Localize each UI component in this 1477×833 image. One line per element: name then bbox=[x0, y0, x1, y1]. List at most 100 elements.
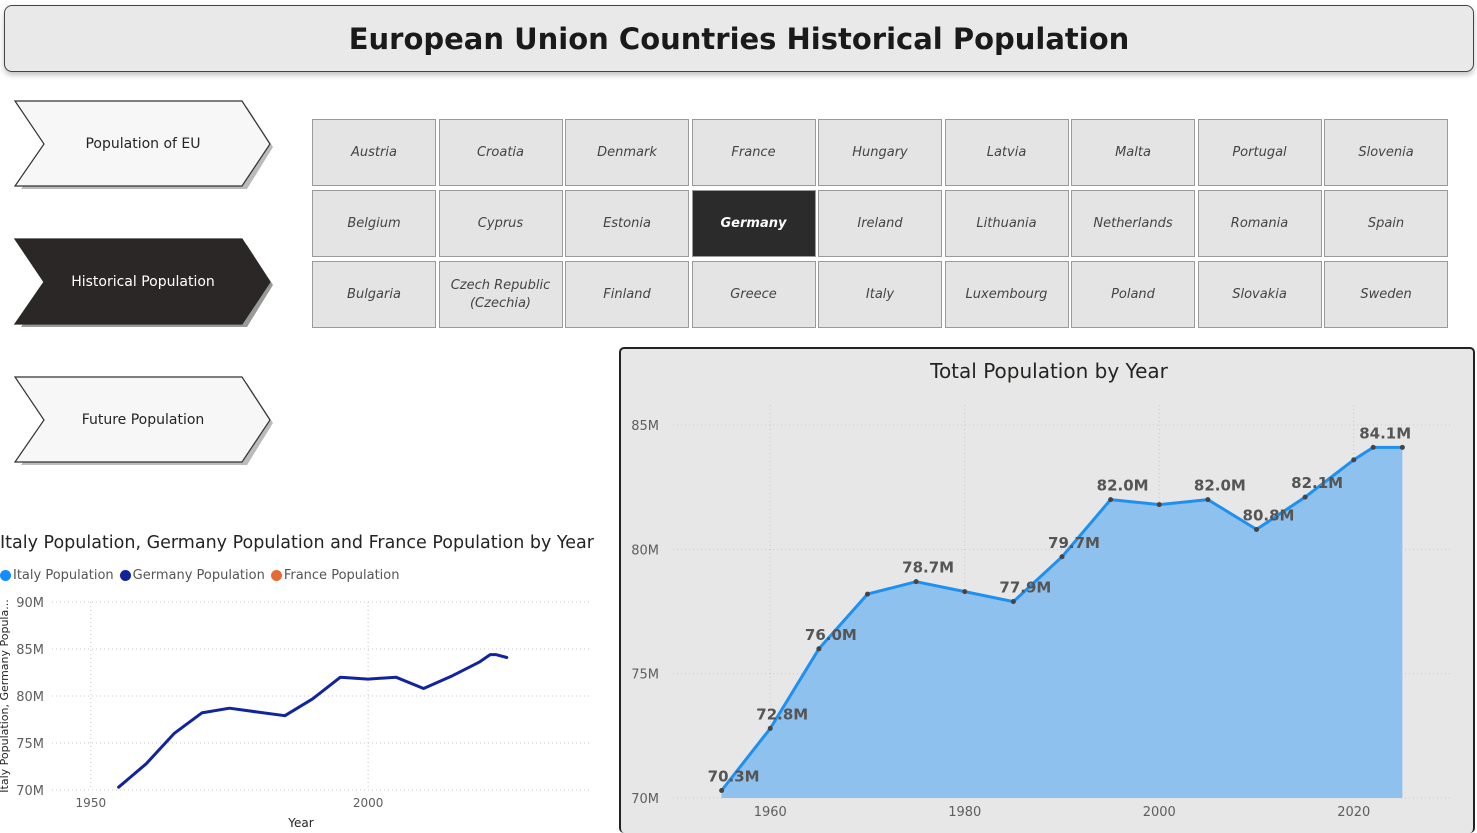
data-point-marker bbox=[1399, 444, 1405, 450]
nav-label: Population of EU bbox=[85, 136, 201, 152]
data-label: 80.8M bbox=[1243, 506, 1295, 524]
country-tile-spain[interactable]: Spain bbox=[1324, 190, 1448, 257]
data-point-marker bbox=[1254, 526, 1259, 532]
x-tick-label: 1980 bbox=[948, 805, 981, 820]
country-tile-romania[interactable]: Romania bbox=[1197, 190, 1322, 257]
legend-label: Germany Population bbox=[132, 568, 265, 583]
data-point-marker bbox=[719, 788, 725, 794]
legend-item[interactable]: France Population bbox=[270, 568, 400, 583]
data-point-marker bbox=[816, 646, 822, 652]
legend-item[interactable]: Germany Population bbox=[119, 568, 265, 583]
country-tile-germany[interactable]: Germany bbox=[691, 190, 816, 257]
data-label: 84.1M bbox=[1359, 424, 1411, 442]
legend-dot-icon bbox=[270, 570, 282, 581]
country-tile-hungary[interactable]: Hungary bbox=[818, 119, 942, 186]
data-point-marker bbox=[1302, 494, 1308, 500]
y-tick-label: 70M bbox=[16, 784, 44, 799]
x-axis-label: Year bbox=[287, 816, 313, 830]
country-tile-belgium[interactable]: Belgium bbox=[312, 190, 436, 257]
arrow-shape-icon bbox=[14, 238, 273, 327]
country-tile-netherlands[interactable]: Netherlands bbox=[1071, 190, 1195, 257]
chart-title: Total Population by Year bbox=[930, 359, 1168, 383]
x-tick-label: 1950 bbox=[76, 796, 107, 810]
chart-legend: Italy Population Germany Population France… bbox=[0, 568, 406, 583]
country-tile-cyprus[interactable]: Cyprus bbox=[438, 190, 563, 257]
data-label: 78.7M bbox=[902, 559, 954, 577]
data-label: 72.8M bbox=[756, 705, 808, 723]
country-tile-sweden[interactable]: Sweden bbox=[1324, 261, 1448, 328]
nav-future-population-button[interactable]: Future Population bbox=[14, 376, 273, 465]
country-tile-finland[interactable]: Finland bbox=[565, 261, 689, 328]
country-tile-france[interactable]: France bbox=[691, 119, 816, 186]
country-tile-bulgaria[interactable]: Bulgaria bbox=[312, 261, 436, 328]
nav-label: Historical Population bbox=[71, 274, 215, 290]
nav-population-of-eu-button[interactable]: Population of EU bbox=[14, 100, 273, 189]
arrow-shape-icon bbox=[14, 100, 273, 189]
data-point-marker bbox=[1205, 497, 1211, 503]
line-chart-plot: 70M 75M 80M 85M 90M 1950 2000 Year Italy Populat… bbox=[0, 596, 590, 830]
country-tile-lithuania[interactable]: Lithuania bbox=[944, 190, 1069, 257]
country-tile-portugal[interactable]: Portugal bbox=[1197, 119, 1322, 186]
legend-item[interactable]: Italy Population bbox=[0, 568, 114, 583]
y-tick-label: 70M bbox=[631, 792, 659, 807]
data-point-marker bbox=[913, 579, 919, 585]
y-tick-label: 85M bbox=[631, 419, 659, 434]
data-label: 82.1M bbox=[1291, 474, 1343, 492]
total-population-line bbox=[720, 445, 1403, 792]
country-slicer: Austria Croatia Denmark France Hungary Latvia… bbox=[312, 119, 1448, 328]
germany-population-line bbox=[117, 653, 509, 789]
country-tile-estonia[interactable]: Estonia bbox=[565, 190, 689, 257]
italy-germany-france-line-chart: Italy Population, Germany Population and… bbox=[0, 528, 600, 833]
x-tick-label: 2020 bbox=[1337, 805, 1370, 820]
nav-label: Future Population bbox=[81, 412, 205, 428]
data-point-marker bbox=[865, 591, 870, 597]
nav-historical-population-button[interactable]: Historical Population bbox=[14, 238, 273, 327]
country-tile-slovakia[interactable]: Slovakia bbox=[1197, 261, 1322, 328]
x-tick-label: 2000 bbox=[353, 796, 384, 810]
y-tick-label: 80M bbox=[631, 543, 659, 558]
y-axis-label: Italy Population, Germany Popula... bbox=[0, 599, 11, 792]
country-tile-italy[interactable]: Italy bbox=[818, 261, 942, 328]
data-point-marker bbox=[962, 589, 968, 595]
data-label: 82.0M bbox=[1097, 477, 1149, 495]
legend-dot-icon bbox=[0, 570, 11, 581]
country-tile-slovenia[interactable]: Slovenia bbox=[1324, 119, 1448, 186]
legend-label: France Population bbox=[283, 568, 400, 583]
area-chart-plot: 70M 75M 80M 85M 1960 1980 2000 2020 70.3M 72.8M 76… bbox=[631, 405, 1451, 820]
y-tick-label: 90M bbox=[16, 596, 44, 611]
country-tile-malta[interactable]: Malta bbox=[1071, 119, 1195, 186]
x-tick-label: 2000 bbox=[1143, 805, 1176, 820]
page-title: European Union Countries Historical Popu… bbox=[348, 21, 1130, 56]
data-point-marker bbox=[1156, 502, 1162, 508]
data-point-marker bbox=[767, 725, 773, 731]
arrow-shape-icon bbox=[14, 376, 273, 465]
y-tick-label: 75M bbox=[631, 668, 659, 683]
data-label: 77.9M bbox=[999, 579, 1051, 597]
country-tile-greece[interactable]: Greece bbox=[691, 261, 816, 328]
data-point-marker bbox=[1351, 457, 1357, 463]
data-point-marker bbox=[1108, 497, 1114, 503]
chart-title: Italy Population, Germany Population and… bbox=[0, 533, 594, 553]
country-tile-luxembourg[interactable]: Luxembourg bbox=[944, 261, 1069, 328]
y-tick-label: 75M bbox=[16, 737, 44, 752]
country-tile-ireland[interactable]: Ireland bbox=[818, 190, 942, 257]
y-tick-label: 80M bbox=[16, 690, 44, 705]
data-label: 70.3M bbox=[708, 768, 760, 786]
country-tile-czech-republic-czechia[interactable]: Czech Republic (Czechia) bbox=[438, 261, 563, 328]
data-label: 79.7M bbox=[1048, 534, 1100, 552]
legend-label: Italy Population bbox=[13, 568, 114, 583]
country-tile-denmark[interactable]: Denmark bbox=[565, 119, 689, 186]
x-tick-label: 1960 bbox=[754, 805, 787, 820]
y-tick-label: 85M bbox=[16, 643, 44, 658]
country-tile-latvia[interactable]: Latvia bbox=[944, 119, 1069, 186]
data-label: 76.0M bbox=[805, 626, 857, 644]
country-tile-poland[interactable]: Poland bbox=[1071, 261, 1195, 328]
country-tile-croatia[interactable]: Croatia bbox=[438, 119, 563, 186]
data-point-marker bbox=[1059, 554, 1065, 560]
country-tile-austria[interactable]: Austria bbox=[312, 119, 436, 186]
data-point-marker bbox=[1010, 599, 1016, 605]
data-label: 82.0M bbox=[1194, 477, 1246, 495]
legend-dot-icon bbox=[119, 570, 131, 581]
page-title-bar: European Union Countries Historical Popu… bbox=[4, 5, 1474, 72]
total-population-chart-card: Total Population by Year 70M 75M 80M 85M 196… bbox=[619, 347, 1475, 833]
